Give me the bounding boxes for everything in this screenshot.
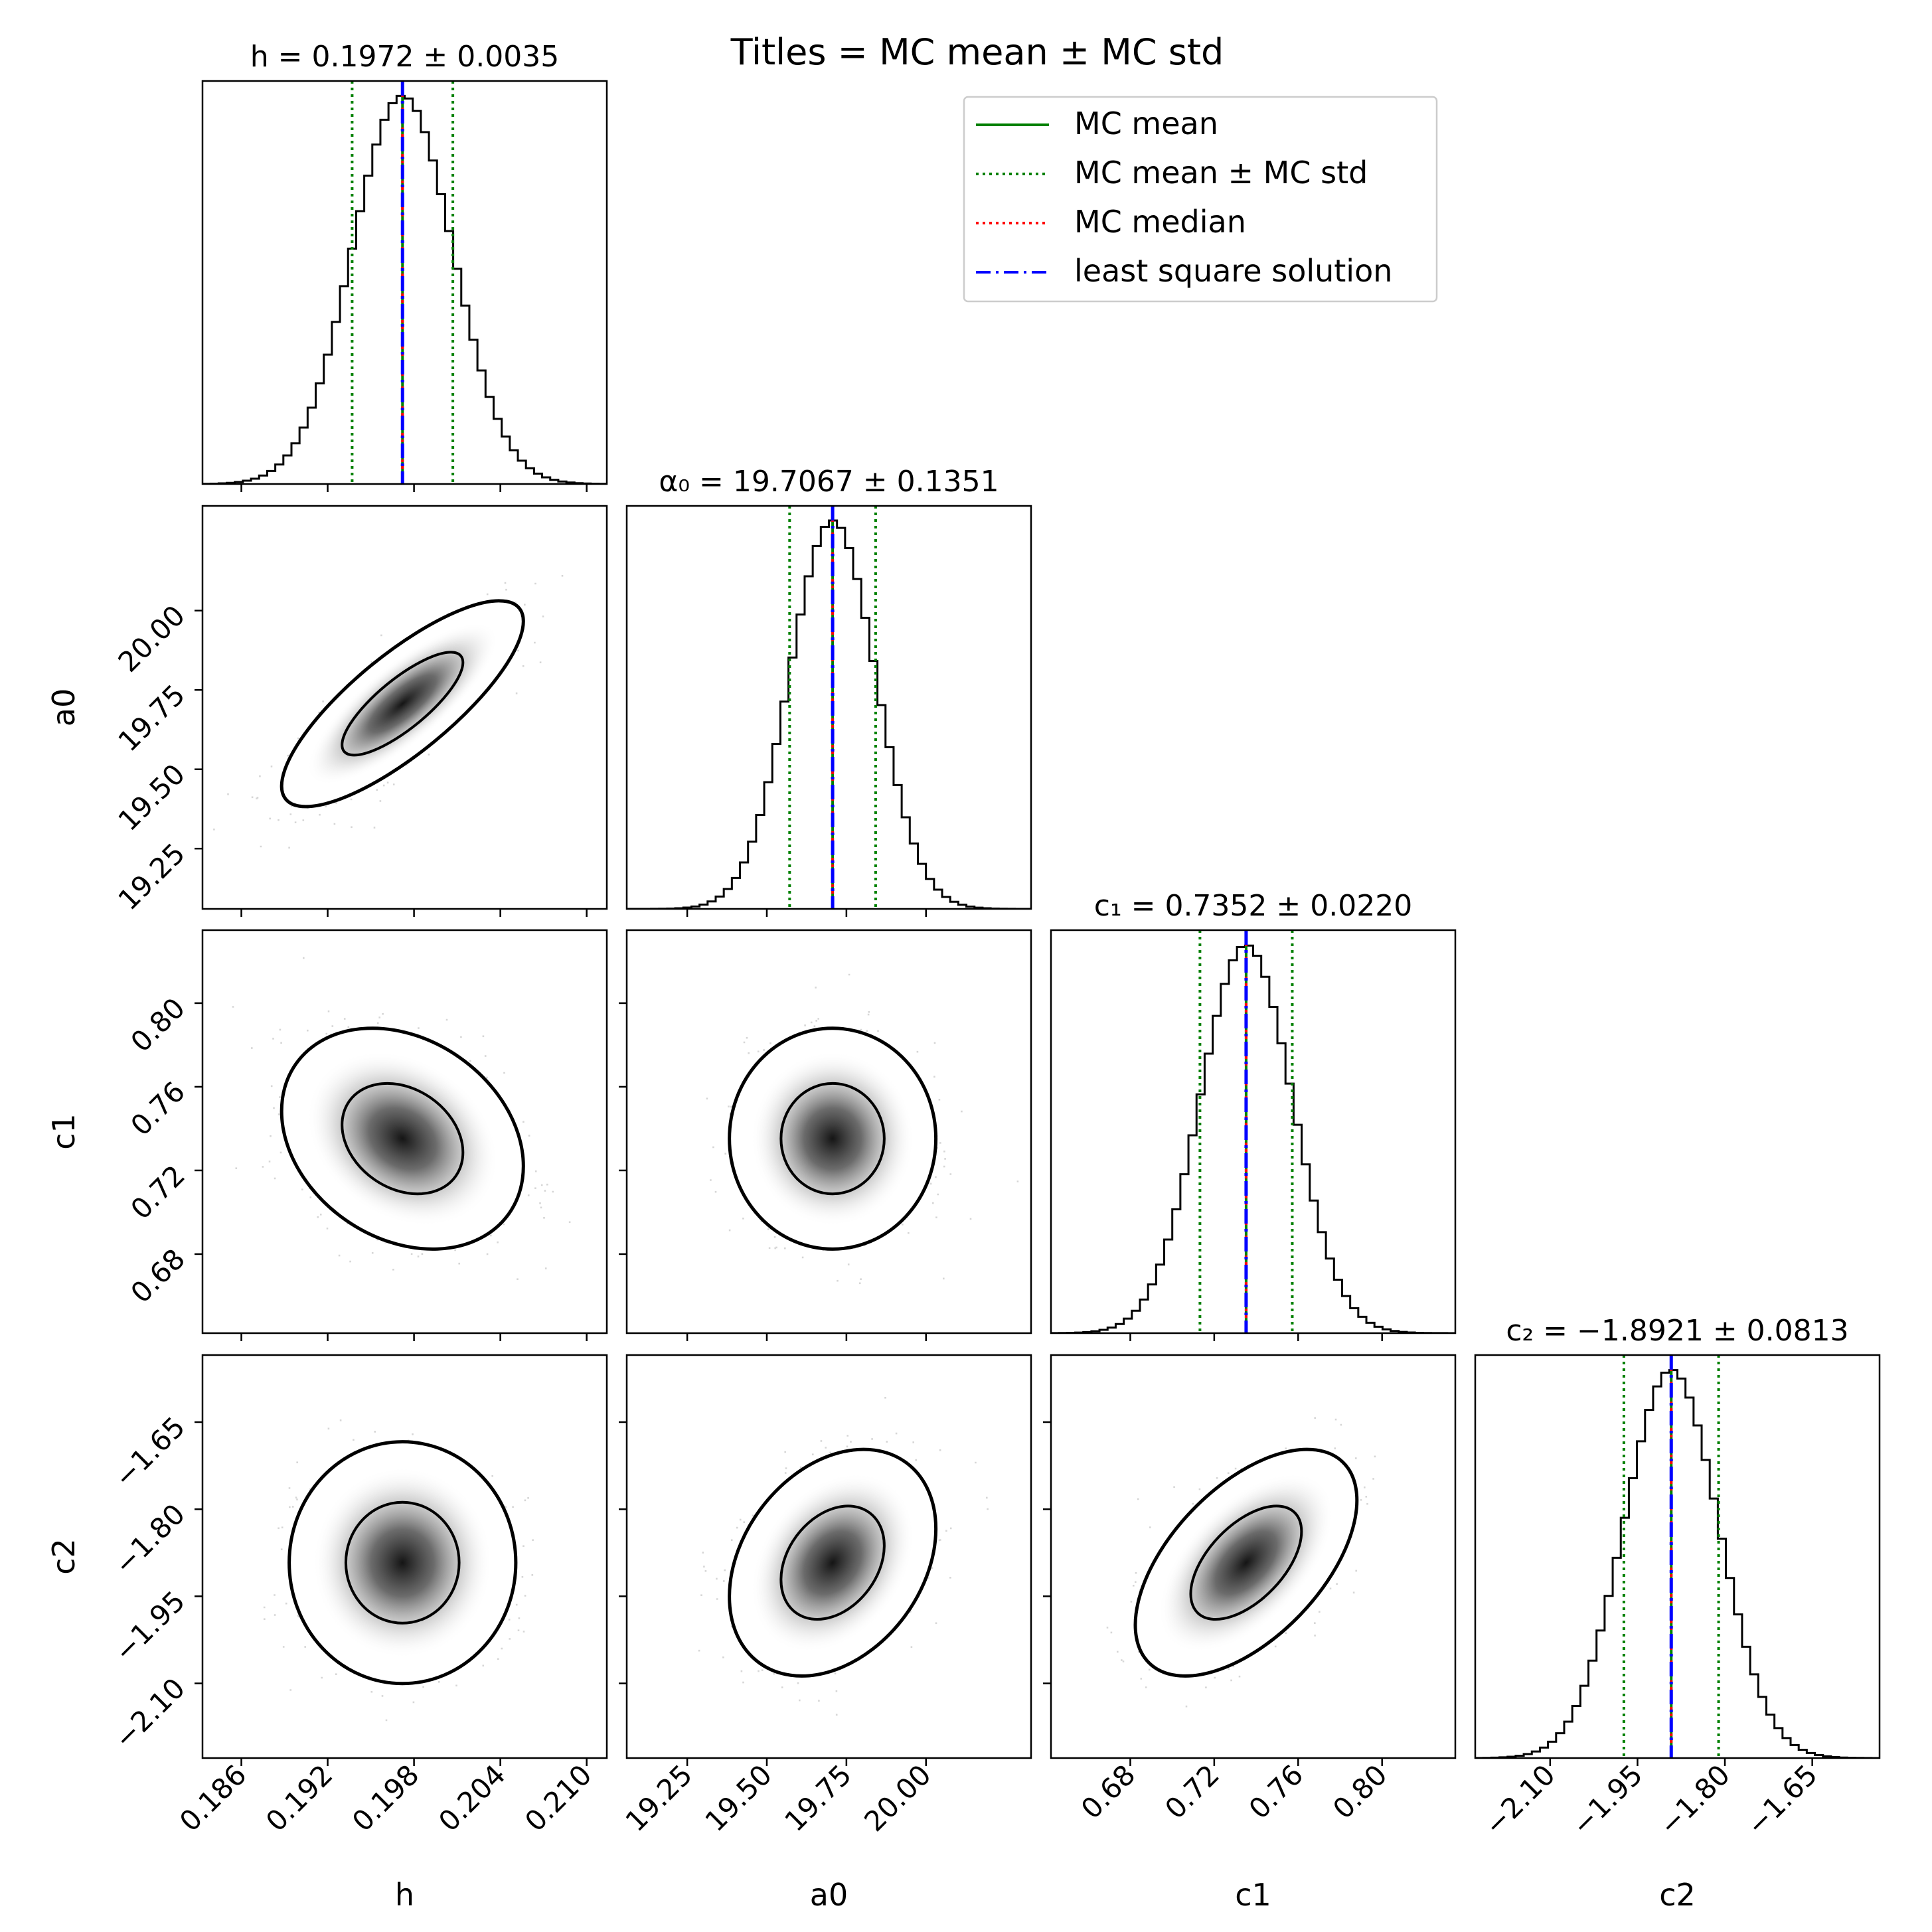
contour-2sigma [1133,1447,1359,1678]
y-axis-label-c2: c2 [46,1538,82,1575]
contour-1sigma [341,651,465,757]
histogram-step-h [202,94,607,484]
panel-content [232,957,571,1280]
x-tick-label-c1: 0.76 [1243,1758,1310,1825]
histogram-panel-a0: α₀ = 19.7067 ± 0.1351 [625,465,1032,917]
panel-frame [201,1354,608,1759]
y-tick-label-c1: 0.80 [124,991,191,1058]
histogram-panel-c1: c₁ = 0.7352 ± 0.0220 [1050,889,1457,1341]
legend: MC mean MC mean ± MC std MC median least… [963,96,1438,303]
x-axis-label-c2: c2 [1659,1877,1696,1913]
panel-title-c1: c₁ = 0.7352 ± 0.0220 [1094,889,1412,923]
panel-content [202,81,607,484]
legend-label-mc-median: MC median [1074,204,1246,240]
y-tick-label-a0: 20.00 [112,599,191,679]
x-axis-label-a0: a0 [810,1877,848,1913]
density-map [313,1467,493,1658]
panel-frame [201,80,608,485]
histogram-panel-c2: c₂ = −1.8921 ± 0.0813 −2.10 −1.95 −1.80 −1.6… [1474,1314,1881,1913]
legend-label-mc-mean: MC mean [1074,106,1218,141]
histogram-step-c1 [1051,944,1455,1333]
panel-frame [1050,929,1457,1334]
panel-frame [625,929,1032,1334]
y-tick-label-c2: −2.10 [108,1672,191,1755]
y-tick-label-a0: 19.50 [112,758,191,837]
panel-content [263,1419,534,1722]
x-tick-label-h: 0.186 [173,1758,253,1838]
scatter-panel-a0-vs-c1 [619,929,1032,1341]
scatter-panel-h-vs-c2: 0.186 0.192 0.198 0.204 0.210 −2.10−1.95−1.80… [46,1354,608,1913]
x-axis-label-c1: c1 [1235,1877,1271,1913]
figure-title: Titles = MC mean ± MC std [730,31,1224,73]
panel-frame [201,929,608,1334]
x-tick-label-h: 0.204 [432,1758,512,1838]
legend-label-mc-std: MC mean ± MC std [1074,155,1368,191]
panel-content [706,973,1019,1285]
panel-title-c2: c₂ = −1.8921 ± 0.0813 [1506,1314,1848,1348]
y-tick-label-c2: −1.80 [108,1498,191,1581]
x-tick-label-a0: 19.50 [698,1758,778,1838]
panel-content [1106,1417,1376,1708]
x-tick-label-a0: 19.25 [619,1758,699,1838]
density-map [1158,1473,1334,1652]
x-tick-label-c1: 0.72 [1159,1758,1226,1825]
x-tick-label-c2: −2.10 [1478,1758,1562,1842]
histogram-panel-h: h = 0.1972 ± 0.0035 [201,40,608,492]
x-tick-label-c1: 0.68 [1075,1758,1142,1825]
x-tick-label-a0: 20.00 [858,1758,937,1838]
panel-frame [1050,1354,1457,1759]
scatter-panel-h-vs-c1: 0.68 0.72 0.76 0.80 c1 [46,929,608,1341]
y-tick-label-a0: 19.25 [112,837,191,917]
density-map [751,1051,915,1226]
x-tick-label-c2: −1.95 [1566,1758,1649,1842]
y-tick-label-c2: −1.95 [108,1585,191,1668]
contour-2sigma [728,1026,938,1251]
contour-2sigma [728,1447,938,1678]
panel-frame [625,505,1032,910]
scatter-panel-c1-vs-c2: 0.68 0.72 0.76 0.80 c1 [1043,1354,1457,1913]
y-axis-label-c1: c1 [46,1113,82,1150]
panel-title-a0: α₀ = 19.7067 ± 0.1351 [659,465,999,499]
panel-content [627,506,1031,909]
x-tick-label-c2: −1.65 [1740,1758,1824,1842]
histogram-step-c2 [1475,1369,1880,1758]
x-tick-label-h: 0.198 [346,1758,426,1838]
panel-content [213,575,564,849]
y-tick-label-c1: 0.72 [124,1159,191,1226]
contour-2sigma [280,599,525,809]
contour-1sigma [341,1082,465,1196]
y-tick-label-c1: 0.76 [124,1075,191,1142]
panel-content [1051,930,1455,1333]
x-tick-label-c2: −1.80 [1652,1758,1736,1842]
panel-frame [625,1354,1032,1759]
panel-content [698,1397,989,1716]
contour-1sigma [344,1500,461,1625]
density-map [307,622,499,785]
y-tick-label-c2: −1.65 [108,1410,191,1494]
scatter-panel-a0-vs-c2: 19.25 19.50 19.75 20.00 a0 [619,1354,1032,1913]
panel-title-h: h = 0.1972 ± 0.0035 [250,40,559,74]
panel-frame [201,505,608,910]
panel-frame [1474,1354,1881,1759]
x-tick-label-h: 0.192 [260,1758,339,1838]
legend-label-lsq: least square solution [1074,253,1392,289]
contour-2sigma [280,1026,525,1251]
contour-1sigma [1189,1504,1303,1621]
x-tick-label-h: 0.210 [519,1758,598,1838]
x-tick-label-c1: 0.80 [1327,1758,1394,1825]
contour-1sigma [779,1504,886,1621]
y-axis-label-a0: a0 [46,688,82,726]
x-tick-label-a0: 19.75 [778,1758,858,1838]
histogram-step-a0 [627,519,1031,909]
contour-1sigma [779,1082,886,1196]
y-tick-label-a0: 19.75 [112,679,191,758]
y-tick-label-c1: 0.68 [124,1242,191,1309]
legend-frame [963,96,1438,303]
x-axis-label-h: h [395,1877,414,1913]
contour-2sigma [287,1440,518,1686]
panel-content [1475,1355,1880,1758]
